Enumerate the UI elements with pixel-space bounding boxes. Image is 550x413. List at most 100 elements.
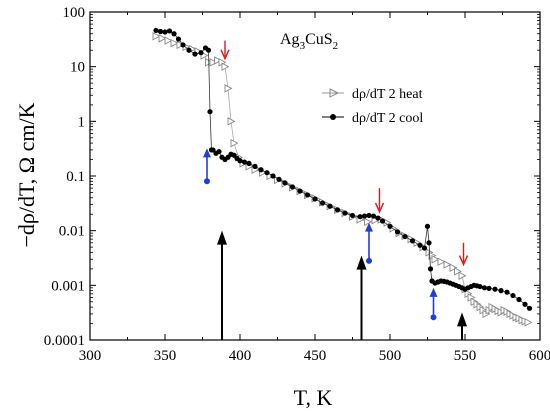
y-tick-label: 0.001 (51, 278, 85, 294)
cool-point (477, 283, 483, 290)
cool-point (349, 212, 356, 219)
series-cool (153, 27, 533, 311)
cool-point (394, 229, 401, 235)
compound-base: Ag (280, 31, 300, 48)
cool-point (171, 31, 177, 37)
cool-point (153, 27, 159, 34)
cool-point (207, 109, 213, 115)
cool-point (424, 223, 431, 229)
cool-point (205, 47, 212, 53)
cool-point (180, 42, 186, 48)
heat-point (437, 257, 446, 267)
cool-point (304, 192, 311, 198)
x-tick-label: 450 (304, 348, 327, 364)
y-tick-label: 100 (63, 5, 86, 21)
compound-label: Ag3CuS2 (280, 31, 338, 52)
plot-border (89, 11, 541, 341)
black-arrow-head (356, 255, 367, 270)
cool-point (526, 305, 533, 311)
cool-point (216, 148, 222, 155)
cool-point (387, 223, 393, 229)
red-arrow-head (458, 255, 469, 267)
annotations (203, 40, 469, 340)
heat-point (164, 36, 173, 45)
heat-point (209, 58, 218, 67)
heat-point (431, 254, 440, 264)
blue-arrow-head (429, 287, 438, 297)
y-axis-title: −dρ/dT, Ω cm/K (14, 102, 39, 247)
y-tick-label: 0.1 (66, 169, 85, 185)
series-heat (152, 32, 533, 327)
heat-point (364, 217, 372, 227)
cool-point (426, 240, 432, 246)
cool-point (357, 214, 363, 220)
heat-point (230, 138, 239, 148)
cool-point (297, 188, 303, 194)
y-tick-label: 1 (78, 114, 86, 130)
blue-arrow-head (365, 222, 373, 232)
compound-mid: CuS (305, 31, 333, 48)
y-tick-label: 10 (70, 60, 85, 76)
cool-point (402, 233, 408, 240)
compound-sub1: 3 (300, 40, 306, 52)
cool-point (510, 292, 516, 299)
heat-point (458, 271, 467, 280)
heat-point (152, 32, 161, 41)
cool-point (264, 170, 270, 176)
cool-point (276, 176, 282, 182)
cool-line (155, 30, 530, 309)
cool-point (375, 215, 381, 221)
cool-point (252, 163, 258, 169)
cool-point (492, 286, 498, 292)
cool-point (282, 180, 288, 186)
cool-point (481, 285, 488, 291)
black-arrow-head (457, 312, 467, 327)
heat-point (170, 38, 179, 48)
x-tick-label: 400 (229, 348, 252, 364)
blue-arrow-dot (366, 257, 372, 264)
x-axis: 300 350 400 450 500 550 600 (79, 12, 550, 364)
legend-heat-label: dρ/dT 2 heat (352, 87, 423, 102)
compound-sub2: 2 (333, 40, 339, 52)
cool-point (522, 301, 528, 307)
heat-point (176, 40, 185, 50)
heat-point (454, 267, 462, 276)
cool-point (361, 213, 368, 219)
cool-point (504, 289, 510, 295)
cool-point (427, 266, 434, 272)
cool-point (421, 245, 428, 251)
cool-point (312, 196, 318, 202)
cool-point (186, 47, 192, 53)
heat-point (221, 62, 230, 71)
heat-point (524, 318, 533, 327)
y-tick-label: 0.01 (59, 224, 85, 240)
plot-frame (89, 11, 541, 341)
cool-point (157, 28, 164, 35)
legend: dρ/dT 2 heat dρ/dT 2 cool (322, 87, 423, 126)
x-tick-label: 600 (529, 348, 550, 364)
cool-point (246, 160, 252, 167)
blue-arrow-dot (430, 314, 437, 321)
blue-arrow-dot (204, 178, 210, 185)
cool-point (198, 50, 204, 56)
x-tick-label: 550 (454, 348, 477, 364)
y-axis: 0.0001 0.001 0.01 0.1 1 10 100 (44, 5, 540, 349)
cool-point (409, 238, 416, 244)
cool-point (289, 184, 296, 190)
heat-line (155, 35, 529, 323)
legend-cool-label: dρ/dT 2 cool (352, 111, 423, 126)
cool-point (166, 28, 173, 34)
heat-point (449, 263, 458, 272)
cool-point (210, 147, 216, 153)
heat-point (224, 84, 233, 93)
y-tick-label: 0.0001 (44, 333, 85, 349)
heat-point (443, 260, 452, 269)
cool-point (192, 51, 198, 57)
cool-point (417, 242, 423, 248)
cool-point (486, 285, 492, 291)
cool-point (175, 36, 182, 42)
black-arrow-head (217, 230, 227, 245)
cool-point (327, 203, 333, 209)
cool-point (270, 173, 276, 179)
